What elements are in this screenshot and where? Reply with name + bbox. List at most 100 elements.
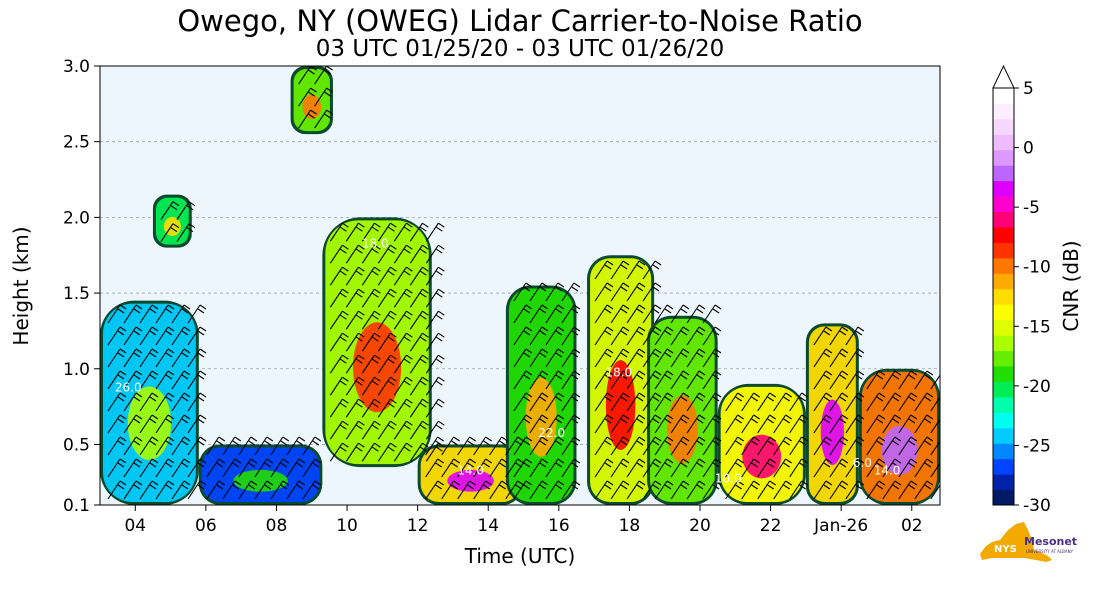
colorbar-tick-label: -15 bbox=[1023, 317, 1051, 337]
wind-barb bbox=[626, 304, 646, 324]
colorbar: 5 0 -5 -10 -15 -20 -25 -30 bbox=[992, 64, 1051, 516]
colorbar-tick-label: -30 bbox=[1023, 496, 1051, 516]
wind-barb bbox=[139, 326, 159, 346]
wind-barb bbox=[361, 310, 381, 330]
wind-barb bbox=[654, 458, 674, 478]
wind-barb bbox=[642, 326, 662, 346]
wind-barb bbox=[829, 436, 849, 456]
cloud-core bbox=[742, 434, 782, 479]
wind-barb bbox=[642, 458, 662, 478]
wind-barb bbox=[829, 458, 849, 478]
wind-barb bbox=[610, 480, 630, 500]
wind-barb bbox=[610, 370, 630, 390]
wind-barb bbox=[377, 442, 397, 462]
wind-barb bbox=[513, 414, 533, 434]
wind-barb bbox=[409, 354, 429, 374]
wind-barb bbox=[457, 458, 476, 478]
wind-barb bbox=[670, 304, 690, 324]
wind-barb bbox=[155, 370, 175, 390]
wind-barb bbox=[545, 282, 565, 302]
wind-barb bbox=[845, 370, 865, 390]
wind-barb bbox=[361, 222, 381, 242]
wind-barb bbox=[529, 480, 549, 500]
wind-barb bbox=[345, 288, 365, 308]
wind-barb bbox=[361, 354, 381, 374]
wind-barb bbox=[594, 304, 614, 324]
wind-barb bbox=[594, 260, 614, 280]
wind-barb bbox=[238, 480, 258, 500]
wind-barb bbox=[610, 436, 630, 456]
wind-barb bbox=[914, 436, 934, 456]
x-tick-label: Jan-26 bbox=[813, 516, 868, 536]
wind-barb bbox=[457, 480, 476, 500]
wind-barb bbox=[270, 436, 290, 456]
wind-barb bbox=[123, 370, 143, 390]
wind-barb bbox=[545, 436, 565, 456]
wind-barb bbox=[654, 348, 674, 368]
wind-barb bbox=[725, 458, 744, 478]
svg-text:UNIVERSITY AT ALBANY: UNIVERSITY AT ALBANY bbox=[1026, 549, 1074, 554]
wind-barb bbox=[361, 420, 381, 440]
wind-barb bbox=[545, 348, 565, 368]
wind-barb bbox=[286, 480, 306, 500]
wind-barb bbox=[171, 304, 191, 324]
wind-barb bbox=[930, 374, 940, 390]
wind-barb bbox=[123, 348, 143, 368]
wind-barb bbox=[345, 398, 365, 418]
contour-labels: 26.018.014.010.06.014.018.022.0 bbox=[115, 237, 901, 486]
wind-barb bbox=[187, 436, 207, 456]
cloud-core bbox=[666, 395, 698, 464]
wind-barb bbox=[254, 458, 274, 478]
x-tick-label: 04 bbox=[124, 516, 146, 536]
wind-barb bbox=[594, 480, 614, 500]
wind-barb bbox=[345, 354, 365, 374]
wind-barb bbox=[930, 396, 940, 412]
colorbar-tick-label: -25 bbox=[1023, 436, 1051, 456]
colorbar-label: CNR (dB) bbox=[1059, 240, 1083, 331]
wind-barb bbox=[594, 370, 614, 390]
wind-barb bbox=[393, 310, 413, 330]
chart-title: Owego, NY (OWEG) Lidar Carrier-to-Noise … bbox=[177, 4, 863, 38]
wind-barb bbox=[345, 332, 365, 352]
wind-barb bbox=[409, 398, 429, 418]
wind-barb bbox=[139, 414, 159, 434]
wind-barb bbox=[642, 348, 662, 368]
wind-barb bbox=[222, 436, 242, 456]
wind-barb bbox=[176, 223, 196, 242]
wind-barb bbox=[914, 458, 934, 478]
svg-text:NYS: NYS bbox=[994, 544, 1017, 555]
contour-label: 22.0 bbox=[538, 426, 565, 440]
x-tick-label: 10 bbox=[336, 516, 358, 536]
wind-barb bbox=[702, 480, 722, 500]
wind-barb bbox=[882, 414, 902, 434]
y-tick-label: 1.0 bbox=[63, 360, 90, 380]
wind-barb bbox=[302, 458, 322, 478]
wind-barb bbox=[898, 436, 918, 456]
x-tick-label: 20 bbox=[689, 516, 711, 536]
wind-barb bbox=[393, 332, 413, 352]
wind-barb bbox=[457, 436, 476, 456]
wind-barb bbox=[773, 392, 792, 412]
wind-barb bbox=[329, 332, 349, 352]
wind-barb bbox=[286, 436, 306, 456]
wind-barb bbox=[670, 458, 690, 478]
colorbar-extend-arrow bbox=[992, 64, 1015, 89]
wind-barb bbox=[866, 480, 886, 500]
wind-barb bbox=[914, 480, 934, 500]
nys-state-shape-icon: NYS Mesonet UNIVERSITY AT ALBANY bbox=[980, 522, 1077, 562]
wind-barb bbox=[425, 244, 445, 264]
wind-barb bbox=[377, 266, 397, 286]
wind-barb bbox=[626, 370, 646, 390]
wind-barb bbox=[139, 304, 159, 324]
wind-barb bbox=[898, 370, 918, 390]
wind-barb bbox=[610, 304, 630, 324]
wind-barb bbox=[813, 370, 833, 390]
wind-barb bbox=[757, 436, 776, 456]
colorbar-frame bbox=[992, 87, 1015, 506]
wind-barb bbox=[686, 392, 706, 412]
wind-barb bbox=[361, 442, 381, 462]
wind-barb bbox=[686, 458, 706, 478]
wind-barb bbox=[155, 304, 175, 324]
wind-barb bbox=[329, 376, 349, 396]
wind-barb bbox=[513, 370, 533, 390]
